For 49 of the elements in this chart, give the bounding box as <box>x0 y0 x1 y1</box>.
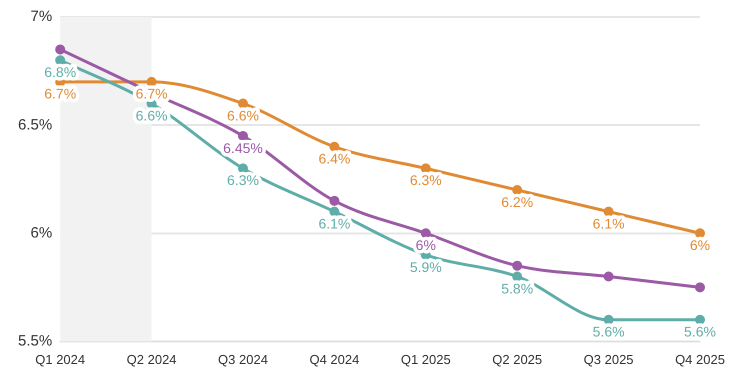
y-tick-label: 6.5% <box>18 116 52 134</box>
y-tick-label: 7% <box>30 8 52 26</box>
point <box>604 272 614 282</box>
data-label: 6.45% <box>223 140 263 156</box>
point <box>695 314 705 325</box>
point <box>238 98 248 109</box>
data-label: 6.8% <box>44 64 76 80</box>
data-label: 5.6% <box>592 324 625 340</box>
data-label: 5.8% <box>501 280 534 296</box>
point <box>420 228 431 238</box>
x-tick-label: Q1 2025 <box>400 352 451 367</box>
point <box>512 272 522 282</box>
point <box>604 314 614 325</box>
point <box>695 228 705 238</box>
data-label: 6.2% <box>501 194 534 210</box>
point <box>604 206 614 217</box>
x-tick-label: Q3 2025 <box>584 352 634 367</box>
data-label: 6.6% <box>227 107 259 124</box>
x-tick-label: Q2 2025 <box>492 352 542 367</box>
x-tick-label: Q4 2025 <box>675 352 725 367</box>
data-label: 6.1% <box>592 216 625 232</box>
point <box>420 163 431 174</box>
data-label: 6.4% <box>318 150 350 167</box>
point <box>695 282 705 292</box>
data-label: 6.1% <box>318 216 350 232</box>
data-label: 5.6% <box>684 324 716 340</box>
x-tick-label: Q1 2024 <box>35 352 86 367</box>
point <box>329 142 340 152</box>
x-tick-label: Q4 2024 <box>309 352 360 367</box>
point <box>238 163 248 174</box>
data-label: 6.3% <box>410 172 442 188</box>
point <box>146 76 157 87</box>
data-label: 6% <box>416 237 436 254</box>
y-tick-label: 5.5% <box>18 332 52 350</box>
point <box>238 130 248 141</box>
point <box>512 185 522 196</box>
data-label: 6.7% <box>44 86 76 102</box>
point <box>55 55 66 66</box>
point <box>512 260 522 271</box>
x-tick-label: Q3 2024 <box>218 352 268 367</box>
point <box>329 196 340 206</box>
data-label: 6.3% <box>227 172 259 188</box>
data-label: 6% <box>690 237 710 254</box>
data-label: 6.6% <box>136 107 168 124</box>
data-label: 5.9% <box>410 258 442 275</box>
point <box>55 44 66 54</box>
point <box>329 206 340 217</box>
x-tick-label: Q2 2024 <box>126 352 177 367</box>
y-tick-label: 6% <box>30 224 52 242</box>
